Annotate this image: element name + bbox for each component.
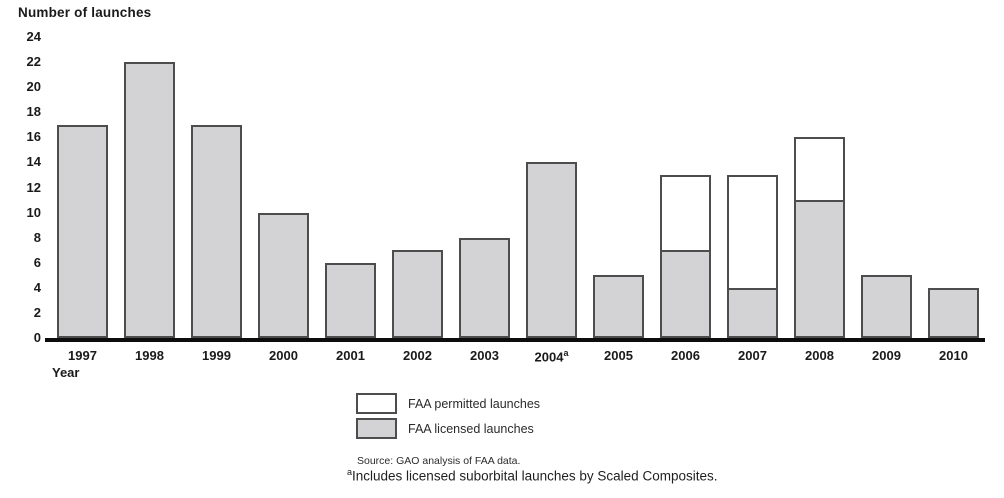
bar-permitted-2008: [794, 137, 845, 203]
bar-licensed-1997: [57, 124, 108, 338]
bar-licensed-1999: [191, 124, 242, 338]
legend-swatch-permitted: [356, 393, 397, 414]
legend-swatch-licensed: [356, 418, 397, 439]
x-axis-tick-label: 2003: [470, 348, 499, 363]
source-note: Source: GAO analysis of FAA data.: [357, 455, 521, 467]
bar-licensed-2005: [593, 275, 644, 338]
chart-title: Number of launches: [18, 5, 152, 20]
bar-licensed-2008: [794, 200, 845, 338]
y-axis-tick-label: 16: [26, 129, 41, 145]
x-axis-tick-label: 1999: [202, 348, 231, 363]
legend-label-permitted: FAA permitted launches: [408, 396, 541, 411]
x-axis-tick-label: 2007: [738, 348, 767, 363]
x-axis-tick-label: 2000: [269, 348, 298, 363]
y-axis-tick-label: 4: [33, 279, 41, 295]
legend-item-permitted: FAA permitted launches: [356, 393, 540, 414]
y-axis-tick-label: 0: [33, 330, 41, 345]
y-axis-tick-label: 18: [26, 104, 41, 120]
footnote-text: Includes licensed suborbital launches by…: [352, 468, 718, 484]
bar-licensed-2003: [459, 237, 510, 338]
x-tick-footnote-marker: a: [563, 348, 569, 358]
bar-licensed-2001: [325, 262, 376, 338]
x-axis-tick-label: 2009: [872, 348, 901, 363]
bar-permitted-2007: [727, 174, 778, 290]
bar-licensed-2007: [727, 287, 778, 338]
x-axis-tick-label: 1997: [68, 348, 97, 363]
x-axis-tick-label: 2006: [671, 348, 700, 363]
y-axis-tick-label: 20: [26, 79, 41, 95]
bar-licensed-2010: [928, 287, 979, 338]
bar-permitted-2006: [660, 174, 711, 253]
bar-licensed-1998: [124, 62, 175, 338]
x-axis-tick-label: 2005: [604, 348, 633, 363]
y-axis: 0 2 4 6 8 10 12 14 16 18 20 22 24: [1, 29, 41, 345]
plot-area: 0 2 4 6 8 10 12 14 16 18 20 22 24: [27, 29, 985, 345]
footnote-marker: a: [347, 467, 353, 477]
y-axis-tick-label: 6: [33, 254, 41, 270]
bar-licensed-2004: [526, 162, 577, 338]
x-axis-tick-label: 2004a: [534, 348, 569, 365]
y-axis-tick-label: 2: [33, 304, 41, 320]
footnote: aIncludes licensed suborbital launches b…: [347, 467, 717, 484]
x-axis-title: Year: [52, 365, 80, 380]
x-axis-tick-label: 2002: [403, 348, 432, 363]
legend: FAA permitted launches FAA licensed laun…: [356, 393, 540, 443]
x-axis-tick-label: 1998: [135, 348, 164, 363]
y-axis-tick-label: 8: [33, 229, 41, 245]
y-axis-tick-label: 10: [26, 204, 41, 220]
x-axis-tick-label: 2008: [805, 348, 834, 363]
bar-licensed-2002: [392, 250, 443, 338]
bar-licensed-2009: [861, 275, 912, 338]
x-axis-tick-label: 2001: [336, 348, 365, 363]
y-axis-tick-label: 14: [26, 154, 41, 170]
x-axis-tick-label: 2010: [939, 348, 968, 363]
y-axis-tick-label: 12: [26, 179, 41, 195]
bar-licensed-2006: [660, 250, 711, 338]
bar-licensed-2000: [258, 212, 309, 338]
legend-label-licensed: FAA licensed launches: [408, 421, 534, 436]
legend-item-licensed: FAA licensed launches: [356, 418, 540, 439]
bars-layer: [47, 37, 985, 338]
x-axis-labels: 1997 1998 1999 2000 2001 2002 2003 2004a 2005 200…: [47, 348, 985, 366]
y-axis-tick-label: 22: [26, 54, 41, 70]
x-axis-line: [45, 338, 985, 342]
y-axis-tick-label: 24: [26, 29, 41, 44]
